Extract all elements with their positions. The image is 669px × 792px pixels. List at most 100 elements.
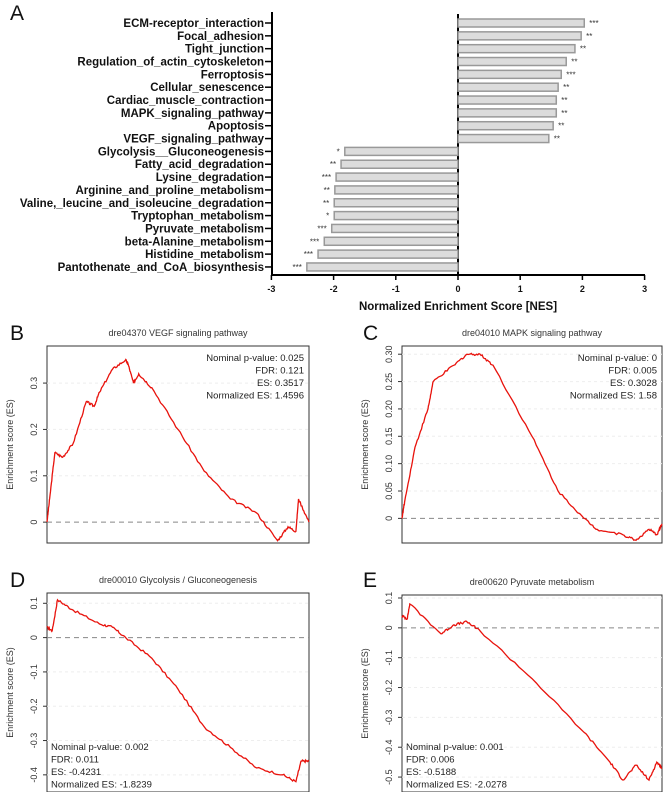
bar [317, 249, 459, 259]
stat-annotation: FDR: 0.011 [51, 755, 99, 766]
bar [457, 31, 582, 41]
y-tick-label: 0 [384, 625, 394, 630]
panel-title-b: dre04370 VEGF signaling pathway [108, 328, 248, 338]
y-tick-label: 0.1 [29, 470, 39, 483]
bar [333, 198, 459, 208]
category-label: Valine,_leucine_and_isoleucine_degradati… [20, 198, 264, 210]
plot-frame [401, 345, 663, 544]
bar [457, 108, 558, 118]
stat-annotation: FDR: 0.005 [608, 366, 657, 377]
bar [333, 210, 459, 221]
y-axis-title: Enrichment score (ES) [5, 647, 15, 738]
significance-label: ** [323, 199, 329, 208]
bar [306, 262, 459, 272]
category-label: Ferroptosis [201, 69, 264, 81]
y-tick-label: -0.1 [384, 650, 394, 666]
category-label: Cellular_senescence [150, 82, 264, 94]
bar [457, 120, 554, 131]
x-tick-label: -2 [330, 284, 338, 294]
bar [457, 133, 550, 144]
category-label: VEGF_signaling_pathway [123, 134, 264, 146]
x-tick-label: -1 [392, 284, 400, 294]
panel-title-c: dre04010 MAPK signaling pathway [462, 328, 603, 338]
y-tick-label: -0.3 [29, 733, 39, 749]
bar [335, 172, 459, 182]
stat-annotation: ES: 0.3517 [257, 378, 304, 389]
stat-annotation: ES: -0.5188 [406, 767, 456, 778]
y-tick-label: 0 [29, 635, 39, 640]
bar [457, 43, 576, 54]
significance-label: ** [330, 160, 336, 169]
significance-label: ** [580, 45, 586, 54]
stat-annotation: Normalized ES: -2.0278 [406, 780, 507, 791]
significance-label: ** [561, 96, 567, 105]
stat-annotation: ES: 0.3028 [610, 378, 657, 389]
enrichment-score-curve [401, 352, 663, 542]
y-tick-label: 0.1 [29, 597, 39, 610]
category-label: Glycolysis__Gluconeogenesis [98, 146, 264, 158]
y-tick-label: -0.1 [29, 664, 39, 680]
stat-annotation: Nominal p-value: 0.002 [51, 742, 149, 753]
panel-label-e: E [363, 569, 377, 592]
stat-annotation: Nominal p-value: 0.001 [406, 742, 504, 753]
significance-label: *** [322, 173, 331, 182]
category-label: Tryptophan_metabolism [131, 211, 264, 223]
category-label: Histidine_metabolism [145, 249, 264, 261]
stat-annotation: FDR: 0.121 [255, 366, 304, 377]
bar [457, 95, 558, 105]
category-label: Lysine_degradation [156, 172, 264, 184]
stat-annotation: Normalized ES: 1.4596 [206, 391, 304, 402]
y-tick-label: 0.10 [384, 455, 394, 473]
significance-label: *** [293, 263, 302, 272]
category-label: MAPK_signaling_pathway [121, 108, 265, 120]
category-label: Focal_adhesion [177, 31, 264, 43]
stat-annotation: Normalized ES: 1.58 [570, 391, 657, 402]
y-tick-label: -0.5 [384, 769, 394, 785]
y-tick-label: -0.4 [384, 739, 394, 755]
significance-label: ** [561, 109, 567, 118]
x-tick-label: 0 [455, 284, 460, 294]
stat-annotation: ES: -0.4231 [51, 767, 101, 778]
y-axis-title: Enrichment score (ES) [360, 399, 370, 490]
significance-label: ** [563, 83, 569, 92]
significance-label: * [337, 147, 340, 156]
significance-label: ** [558, 122, 564, 131]
y-tick-label: -0.2 [384, 680, 394, 696]
bar [457, 69, 563, 80]
y-tick-label: 0.25 [384, 373, 394, 391]
panel-label-a: A [10, 2, 24, 25]
category-label: Apoptosis [208, 121, 264, 133]
enrichment-score-curve [46, 358, 310, 542]
bar [457, 82, 559, 92]
significance-label: ** [324, 186, 330, 195]
stat-annotation: Normalized ES: -1.8239 [51, 780, 152, 791]
x-axis-title: Normalized Enrichment Score [NES] [359, 301, 557, 313]
y-tick-label: -0.2 [29, 698, 39, 714]
category-label: beta-Alanine_metabolism [125, 236, 264, 248]
y-tick-label: -0.4 [29, 767, 39, 783]
x-tick-label: 3 [642, 284, 647, 294]
significance-label: *** [589, 19, 598, 28]
stat-annotation: Nominal p-value: 0 [578, 353, 657, 364]
y-tick-label: 0.1 [384, 592, 394, 605]
y-tick-label: 0.20 [384, 400, 394, 418]
category-label: Tight_junction [185, 44, 264, 56]
bar [323, 236, 459, 247]
bar [330, 223, 459, 234]
category-label: Pyruvate_metabolism [145, 223, 264, 235]
y-tick-label: 0.3 [29, 377, 39, 390]
y-tick-label: -0.3 [384, 710, 394, 726]
enrichment-score-curve [46, 598, 310, 783]
plot-frame [46, 345, 310, 544]
bar [340, 159, 459, 169]
stat-annotation: FDR: 0.006 [406, 755, 455, 766]
significance-label: *** [317, 224, 326, 233]
x-tick-label: 2 [580, 284, 585, 294]
y-axis-title: Enrichment score (ES) [5, 399, 15, 490]
y-tick-label: 0.30 [384, 345, 394, 363]
category-label: Arginine_and_proline_metabolism [75, 185, 264, 197]
significance-label: *** [310, 237, 319, 246]
panel-label-b: B [10, 322, 24, 345]
